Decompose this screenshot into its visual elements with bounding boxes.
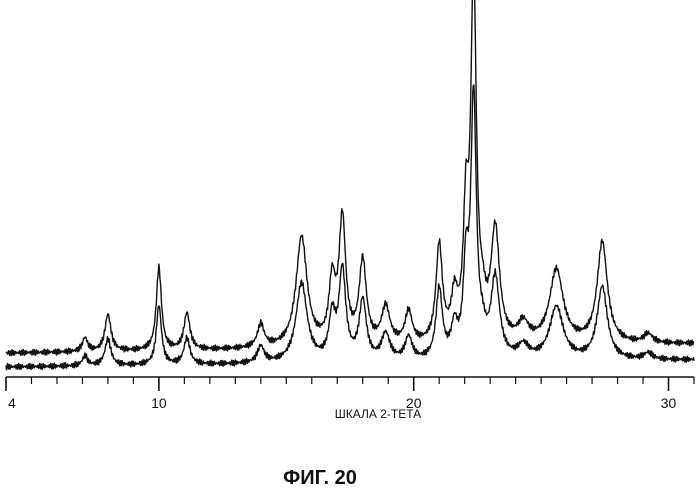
- diffraction-trace-2: [6, 85, 694, 370]
- figure-caption: ФИГ. 20: [283, 467, 357, 489]
- tick-label: 30: [661, 395, 677, 411]
- x-axis-ticks: [6, 377, 694, 391]
- tick-label: 10: [151, 395, 167, 411]
- diffraction-traces: [6, 0, 694, 370]
- diffraction-trace-1: [6, 0, 694, 356]
- tick-label: 4: [8, 395, 16, 411]
- x-axis-label: ШКАЛА 2-ТЕТА: [335, 407, 421, 421]
